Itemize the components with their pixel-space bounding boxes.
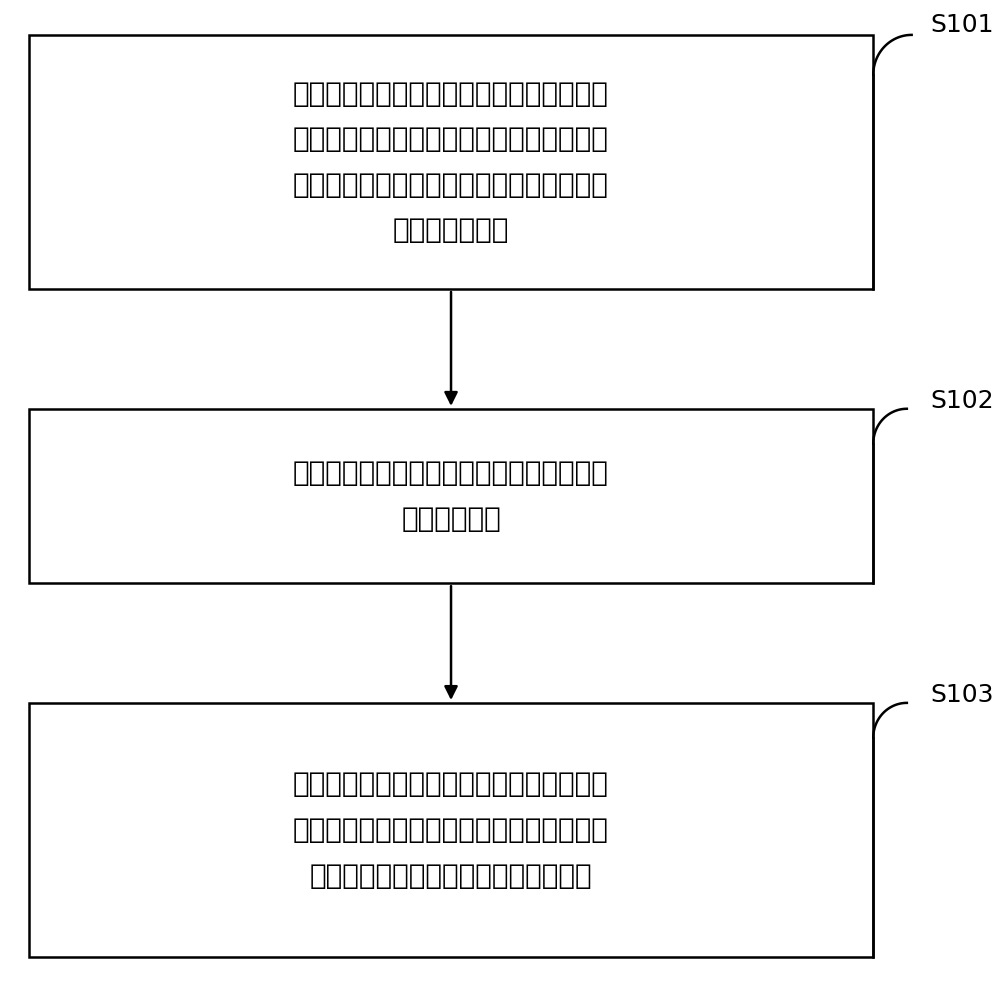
Text: S103: S103 <box>931 683 994 707</box>
FancyBboxPatch shape <box>29 703 873 957</box>
Text: 根据预设给定值和评价值，确定目标电参数
的最终给定值: 根据预设给定值和评价值，确定目标电参数 的最终给定值 <box>293 460 609 532</box>
Text: 获取谐振电路的目标电参数的预设给定值和
采集值，并根据采集值确定目标电参数的评
价值；评价值用于和预设给定值确定目标电
参数的控制精度: 获取谐振电路的目标电参数的预设给定值和 采集值，并根据采集值确定目标电参数的评 … <box>293 80 609 244</box>
FancyBboxPatch shape <box>29 35 873 289</box>
Text: S101: S101 <box>931 13 994 37</box>
Text: S102: S102 <box>931 389 994 413</box>
FancyBboxPatch shape <box>29 409 873 583</box>
Text: 以最终给定值为输入、采集值为反馈，确定
目标电参数的控制量，并根据控制量控制谐
振电路，以使采集值与预设给定值相同: 以最终给定值为输入、采集值为反馈，确定 目标电参数的控制量，并根据控制量控制谐 … <box>293 771 609 889</box>
